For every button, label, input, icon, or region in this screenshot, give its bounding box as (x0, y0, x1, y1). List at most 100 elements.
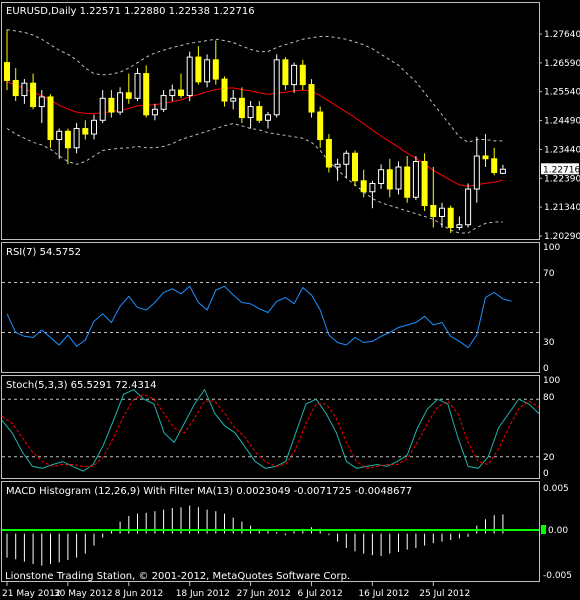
stoch-top-label: 100 (543, 376, 560, 386)
stoch-label: Stoch(5,3,3) 65.5291 72.4314 (6, 380, 157, 391)
price-tick-label: 1.24490 (544, 117, 580, 127)
candle-54 (473, 136, 480, 203)
candle-body (38, 96, 45, 108)
candle-body (247, 106, 254, 119)
candle-body (491, 158, 498, 174)
rsi-panel: RSI(7) 54.5752 100 70 30 0 (2, 243, 560, 374)
candle-16 (143, 65, 150, 118)
candle-43 (378, 164, 385, 190)
candle-body (404, 166, 411, 198)
candle-body (204, 59, 211, 83)
candle-34 (299, 59, 306, 91)
candle-41 (360, 169, 367, 198)
candle-body (160, 95, 167, 110)
candle-19 (169, 84, 176, 102)
candle-1 (12, 68, 19, 102)
candle-2 (21, 79, 28, 104)
candle-body (282, 59, 289, 86)
candle-body (47, 96, 54, 141)
candle-13 (117, 87, 124, 115)
candle-body (378, 169, 385, 185)
candle-body (291, 64, 298, 86)
candle-body (230, 97, 237, 102)
rsi-line (6, 285, 512, 349)
time-tick-label: 30 May 2012 (54, 589, 113, 599)
candle-body (151, 108, 158, 116)
rsi-panel-frame (1, 242, 540, 373)
stochastic-lines (1, 388, 540, 472)
rsi-top-label: 100 (543, 243, 560, 253)
candle-body (64, 130, 71, 149)
candle-7 (64, 128, 71, 165)
moving-average (6, 81, 504, 187)
candle-body (395, 166, 402, 190)
candle-56 (491, 147, 498, 176)
symbol-header: EURUSD,Daily 1.22571 1.22880 1.22538 1.2… (6, 6, 255, 17)
candle-42 (369, 180, 376, 209)
candle-body (473, 155, 480, 190)
candle-30 (265, 112, 271, 129)
last-price-label: 1.22716 (543, 165, 580, 175)
stochastic-panel: Stoch(5,3,3) 65.5291 72.4314 100 80 20 0 (1, 376, 560, 479)
candle-28 (247, 101, 254, 129)
macd-label: MACD Histogram (12,26,9) With Filter MA(… (6, 486, 412, 497)
candle-8 (73, 123, 80, 154)
candle-body (238, 97, 245, 119)
candle-25 (221, 76, 228, 107)
candle-body (56, 130, 63, 141)
candle-15 (134, 68, 141, 102)
candle-11 (99, 90, 106, 124)
candle-body (21, 82, 28, 97)
candle-body (195, 56, 202, 83)
price-tick-label: 1.27640 (544, 30, 580, 40)
candle-38 (334, 158, 341, 181)
candle-body (4, 62, 10, 81)
candle-40 (352, 150, 358, 187)
macd-tick-zero: 0.00 (548, 526, 568, 536)
candle-body (82, 128, 89, 135)
candle-0 (4, 29, 10, 91)
candle-body (343, 152, 350, 165)
candle-body (73, 128, 80, 149)
candle-52 (456, 216, 463, 231)
price-tick-label: 1.26590 (544, 59, 580, 69)
candle-body (134, 73, 141, 99)
candle-51 (447, 205, 454, 233)
price-tick-label: 1.22390 (544, 174, 580, 184)
macd-tick-top: 0.005 (543, 484, 569, 494)
candle-body (369, 183, 376, 193)
candle-body (421, 161, 428, 206)
candle-55 (482, 134, 489, 168)
candle-32 (282, 57, 289, 91)
price-tick-label: 1.20290 (544, 232, 580, 242)
candle-23 (204, 54, 211, 88)
candle-18 (160, 90, 167, 113)
time-tick-label: 18 Jun 2012 (176, 589, 230, 599)
candle-5 (47, 94, 54, 148)
candle-body (360, 180, 367, 193)
candle-body (439, 207, 445, 217)
rsi-level-70-label: 70 (543, 269, 555, 279)
candle-body (386, 169, 393, 190)
candle-35 (308, 79, 315, 118)
candle-body (99, 97, 106, 121)
stoch-main-line (1, 388, 540, 472)
candle-body (308, 84, 315, 113)
candle-body (256, 106, 263, 121)
candle-body (178, 89, 184, 97)
time-tick-label: 27 Jun 2012 (237, 589, 291, 599)
candle-33 (291, 62, 298, 93)
rsi-path (6, 285, 512, 349)
candle-body (412, 161, 419, 198)
macd-panel: MACD Histogram (12,26,9) With Filter MA(… (2, 484, 572, 582)
candle-body (125, 92, 132, 99)
candle-37 (325, 134, 332, 173)
candle-48 (421, 153, 428, 211)
candle-26 (230, 90, 237, 110)
candle-47 (412, 156, 419, 200)
time-tick-label: 6 Jul 2012 (298, 589, 343, 599)
macd-tick-bottom: -0.005 (543, 571, 572, 581)
lower-band-line (6, 123, 503, 234)
stoch-bottom-label: 0 (543, 469, 549, 479)
